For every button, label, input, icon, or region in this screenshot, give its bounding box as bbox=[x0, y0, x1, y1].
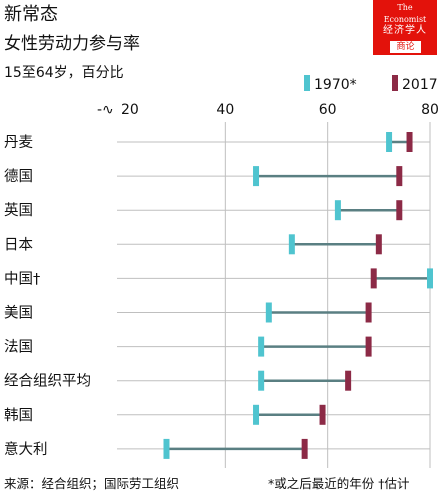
logo-cn: 经济学人 bbox=[383, 25, 427, 36]
marker-1970-1 bbox=[253, 166, 260, 187]
footer-note: *或之后最近的年份 †估计 bbox=[268, 476, 410, 491]
marker-1970-6 bbox=[258, 336, 265, 357]
marker-1970-3 bbox=[288, 234, 295, 255]
marker-2017-8 bbox=[319, 404, 326, 425]
chart-unit: 15至64岁，百分比 bbox=[4, 65, 124, 81]
marker-1970-0 bbox=[386, 132, 393, 152]
marker-2017-4 bbox=[370, 268, 377, 289]
marker-2017-9 bbox=[301, 438, 308, 459]
legend-label-1: 2017 bbox=[402, 77, 438, 93]
legend-swatch-1 bbox=[392, 75, 398, 91]
marker-1970-2 bbox=[334, 200, 341, 221]
category-label-1: 德国 bbox=[4, 168, 33, 185]
x-tick-label-20: 20 bbox=[121, 102, 139, 118]
marker-2017-0 bbox=[406, 132, 413, 152]
logo-line2: Economist bbox=[383, 15, 427, 24]
marker-2017-3 bbox=[375, 234, 382, 255]
category-label-4: 中国† bbox=[4, 270, 40, 287]
marker-2017-5 bbox=[365, 302, 372, 323]
marker-1970-7 bbox=[258, 370, 265, 391]
category-label-2: 英国 bbox=[4, 201, 33, 219]
marker-2017-1 bbox=[396, 166, 403, 187]
chart-title: 新常态 bbox=[4, 4, 58, 25]
marker-2017-7 bbox=[345, 370, 352, 391]
marker-1970-5 bbox=[265, 302, 272, 323]
logo-sub: 商论 bbox=[390, 41, 421, 53]
category-label-8: 韩国 bbox=[4, 407, 33, 424]
category-label-5: 美国 bbox=[4, 305, 33, 322]
category-label-6: 法国 bbox=[4, 339, 33, 356]
category-label-7: 经合组织平均 bbox=[4, 373, 91, 390]
category-label-9: 意大利 bbox=[4, 440, 48, 458]
marker-2017-2 bbox=[396, 200, 403, 221]
axis-break-symbol: -∿ bbox=[97, 102, 114, 118]
category-label-3: 日本 bbox=[4, 236, 33, 253]
category-label-0: 丹麦 bbox=[4, 134, 33, 151]
marker-2017-6 bbox=[365, 336, 372, 357]
marker-1970-9 bbox=[163, 438, 170, 459]
x-tick-label-80: 80 bbox=[421, 102, 439, 118]
x-tick-label-40: 40 bbox=[216, 102, 234, 118]
footer-source: 来源：经合组织；国际劳工组织 bbox=[4, 476, 180, 491]
logo-line1: The bbox=[397, 3, 413, 12]
legend-label-0: 1970* bbox=[314, 77, 357, 93]
marker-1970-8 bbox=[253, 404, 260, 425]
marker-1970-4 bbox=[427, 268, 433, 289]
legend-swatch-0 bbox=[304, 75, 310, 91]
chart-subtitle: 女性劳动力参与率 bbox=[4, 34, 140, 54]
x-tick-label-60: 60 bbox=[319, 102, 337, 118]
